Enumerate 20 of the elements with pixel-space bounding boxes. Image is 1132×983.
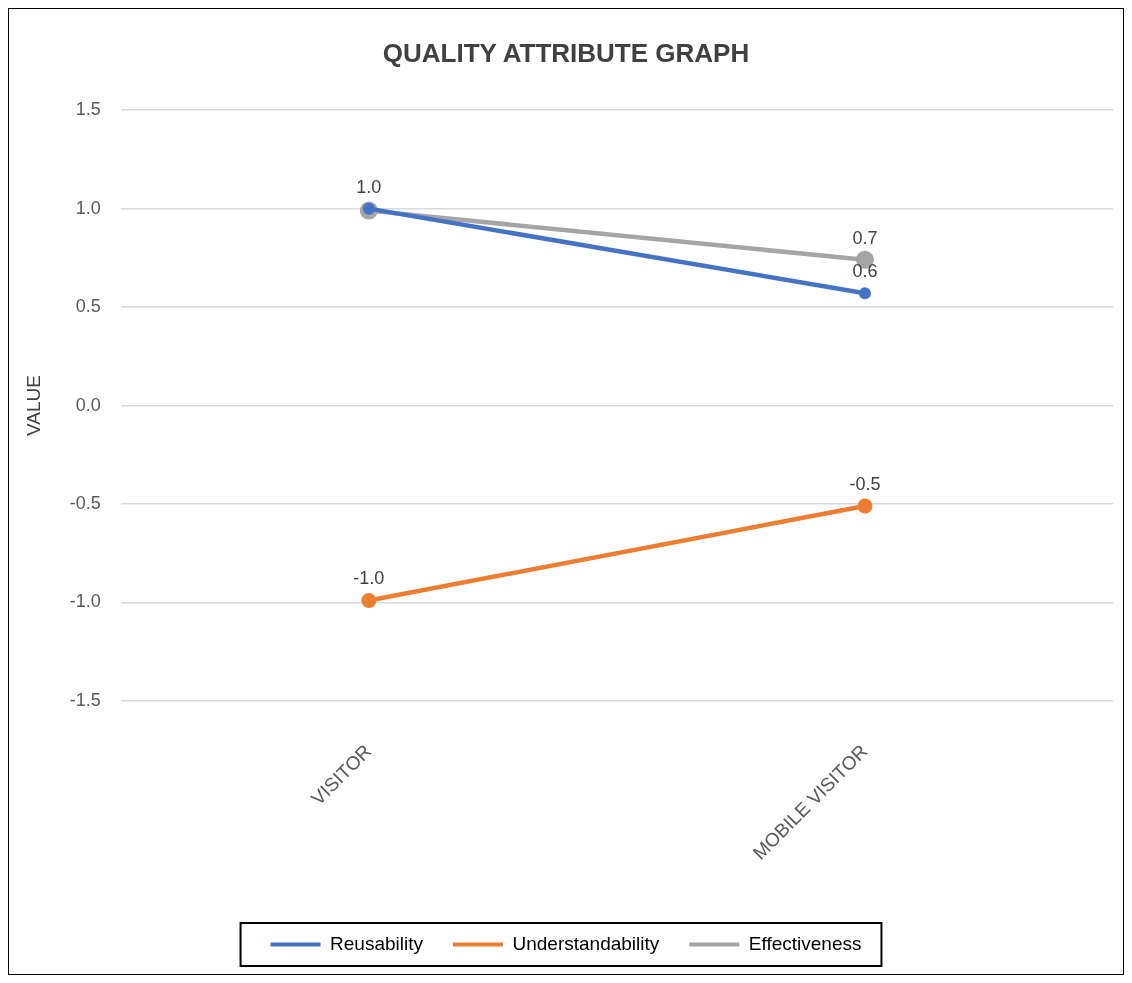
y-tick-label: 0.0 bbox=[75, 394, 101, 415]
legend-label: Effectiveness bbox=[748, 932, 862, 954]
data-label: 0.7 bbox=[852, 227, 878, 248]
data-label: -1.0 bbox=[353, 568, 385, 589]
data-label: 0.6 bbox=[852, 261, 878, 282]
data-label: 1.0 bbox=[356, 176, 382, 197]
legend-label: Reusability bbox=[330, 932, 424, 954]
point bbox=[857, 498, 873, 514]
legend-label: Understandability bbox=[512, 932, 660, 954]
y-axis-title: VALUE bbox=[22, 375, 44, 436]
y-tick-label: 1.0 bbox=[75, 197, 101, 218]
y-tick-label: 1.5 bbox=[75, 99, 101, 120]
data-label: -0.5 bbox=[849, 473, 881, 494]
y-tick-label: -1.5 bbox=[69, 689, 101, 710]
point bbox=[858, 287, 871, 300]
y-tick-label: -0.5 bbox=[69, 492, 101, 513]
chart-title: QUALITY ATTRIBUTE GRAPH bbox=[382, 37, 750, 68]
point bbox=[361, 592, 377, 608]
y-tick-label: 0.5 bbox=[75, 296, 101, 317]
y-tick-label: -1.0 bbox=[69, 591, 101, 612]
